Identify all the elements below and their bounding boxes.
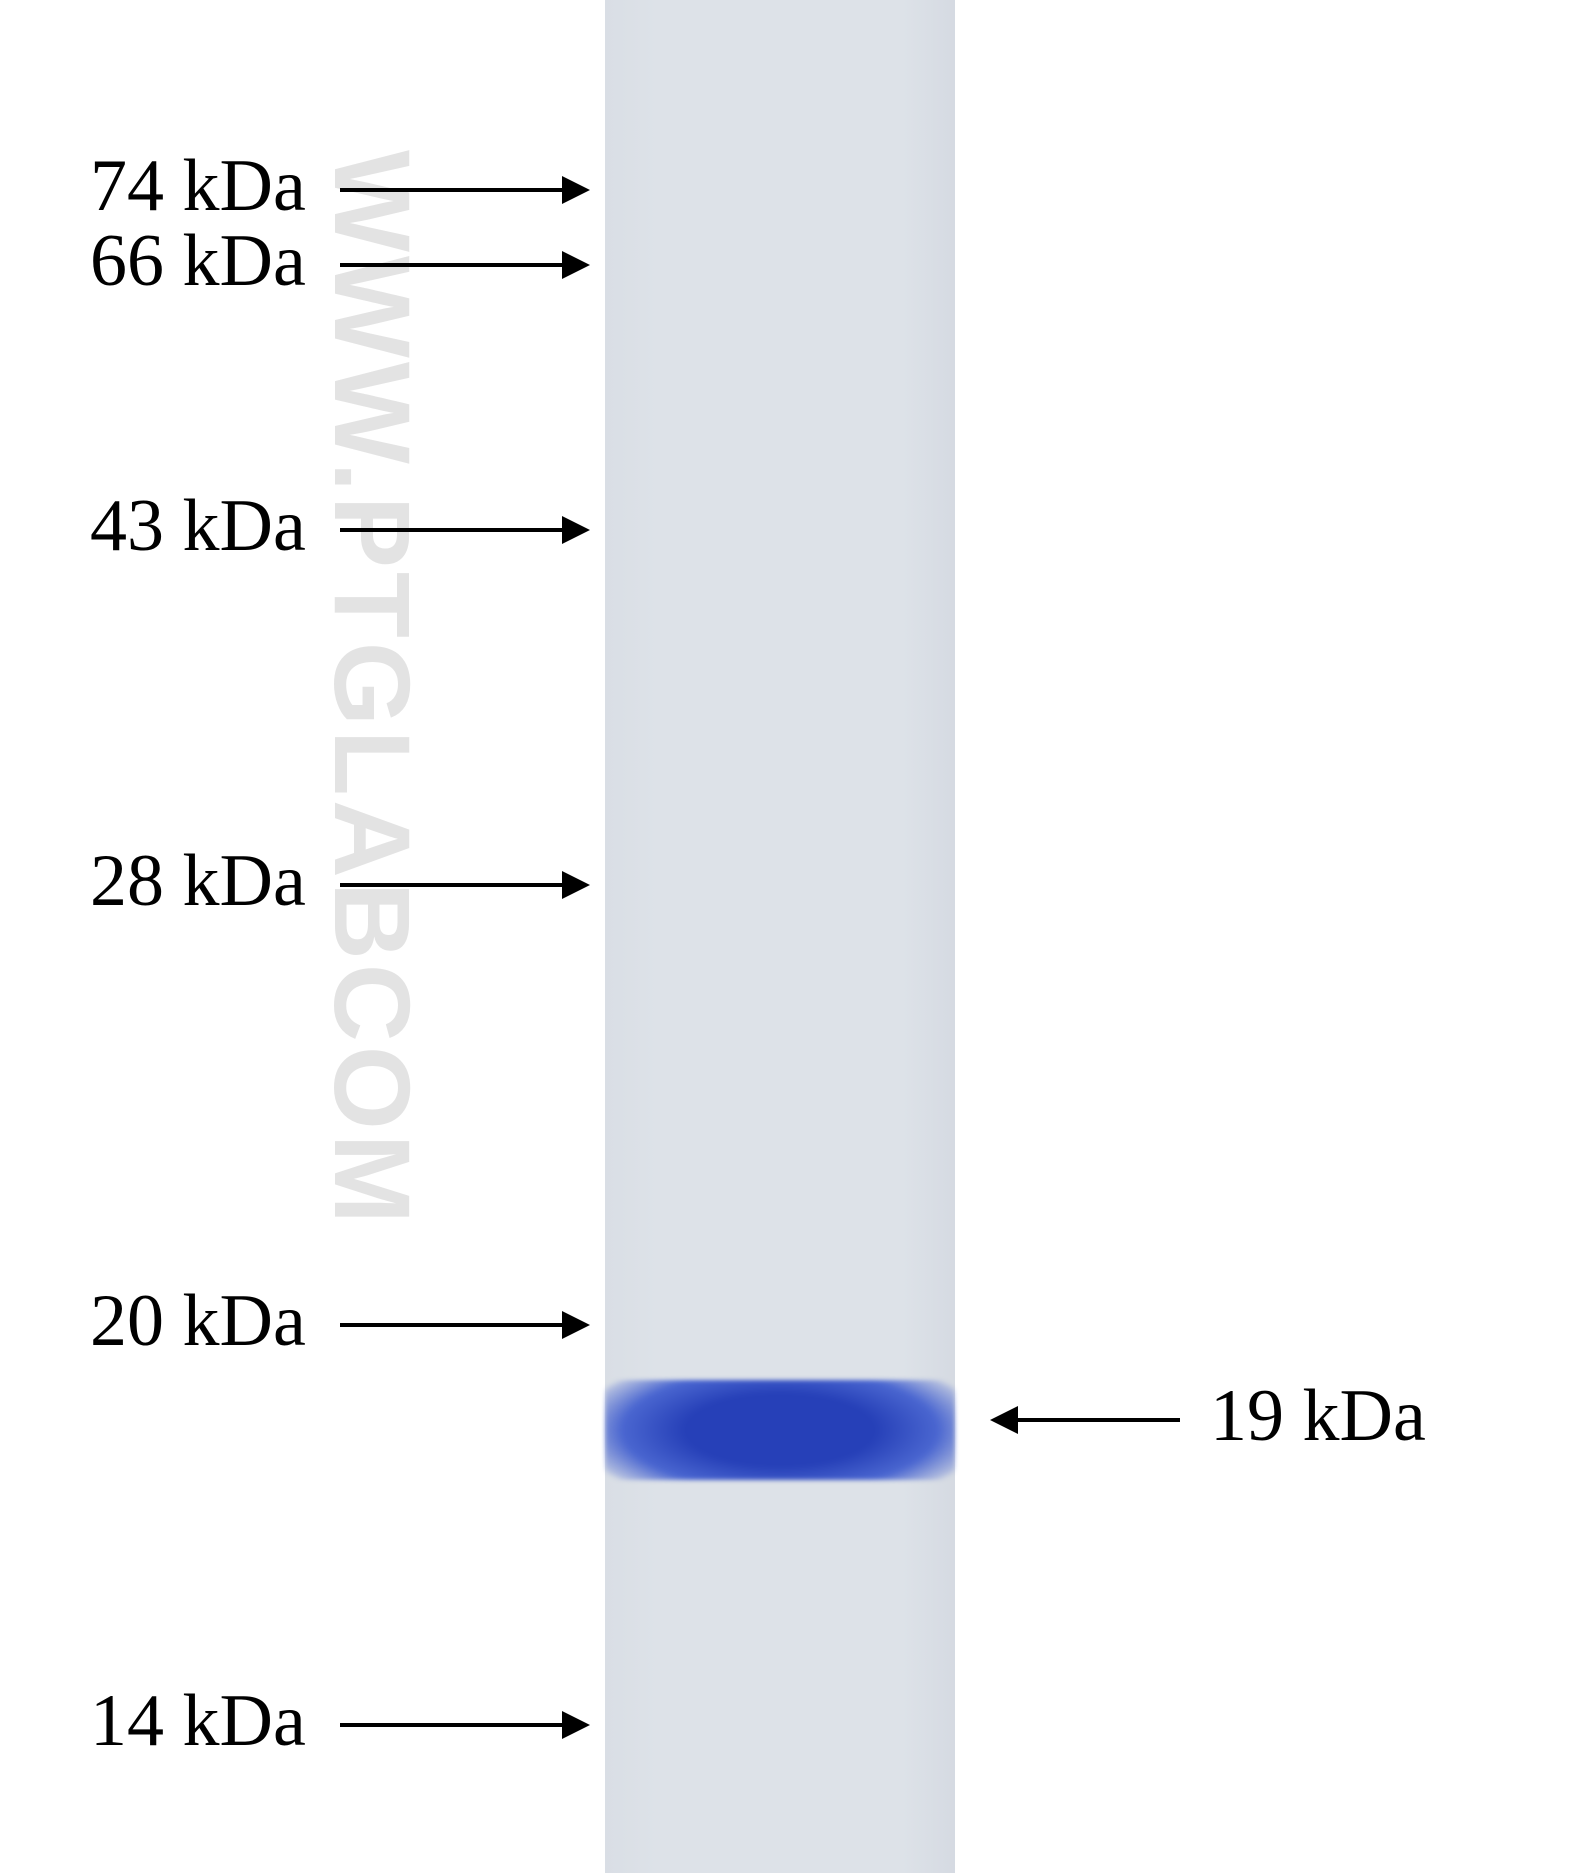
- protein-band: [605, 1380, 955, 1480]
- result-label: 19 kDa: [1210, 1374, 1426, 1459]
- marker-arrow-shaft: [340, 263, 566, 267]
- marker-arrow-shaft: [340, 1723, 566, 1727]
- marker-arrow-head-icon: [562, 516, 590, 544]
- marker-arrow-shaft: [340, 188, 566, 192]
- marker-label: 66 kDa: [90, 219, 306, 304]
- marker-arrow-head-icon: [562, 1311, 590, 1339]
- marker-arrow-head-icon: [562, 871, 590, 899]
- marker-label: 14 kDa: [90, 1679, 306, 1764]
- marker-arrow-head-icon: [562, 251, 590, 279]
- watermark-text: WWW.PTGLABCOM: [310, 150, 435, 1228]
- marker-label: 43 kDa: [90, 484, 306, 569]
- result-arrow-head-icon: [990, 1406, 1018, 1434]
- marker-label: 74 kDa: [90, 144, 306, 229]
- marker-arrow-shaft: [340, 528, 566, 532]
- marker-label: 28 kDa: [90, 839, 306, 924]
- marker-arrow-head-icon: [562, 176, 590, 204]
- marker-label: 20 kDa: [90, 1279, 306, 1364]
- result-arrow-shaft: [1014, 1418, 1180, 1422]
- marker-arrow-shaft: [340, 1323, 566, 1327]
- marker-arrow-shaft: [340, 883, 566, 887]
- gel-lane: [605, 0, 955, 1873]
- marker-arrow-head-icon: [562, 1711, 590, 1739]
